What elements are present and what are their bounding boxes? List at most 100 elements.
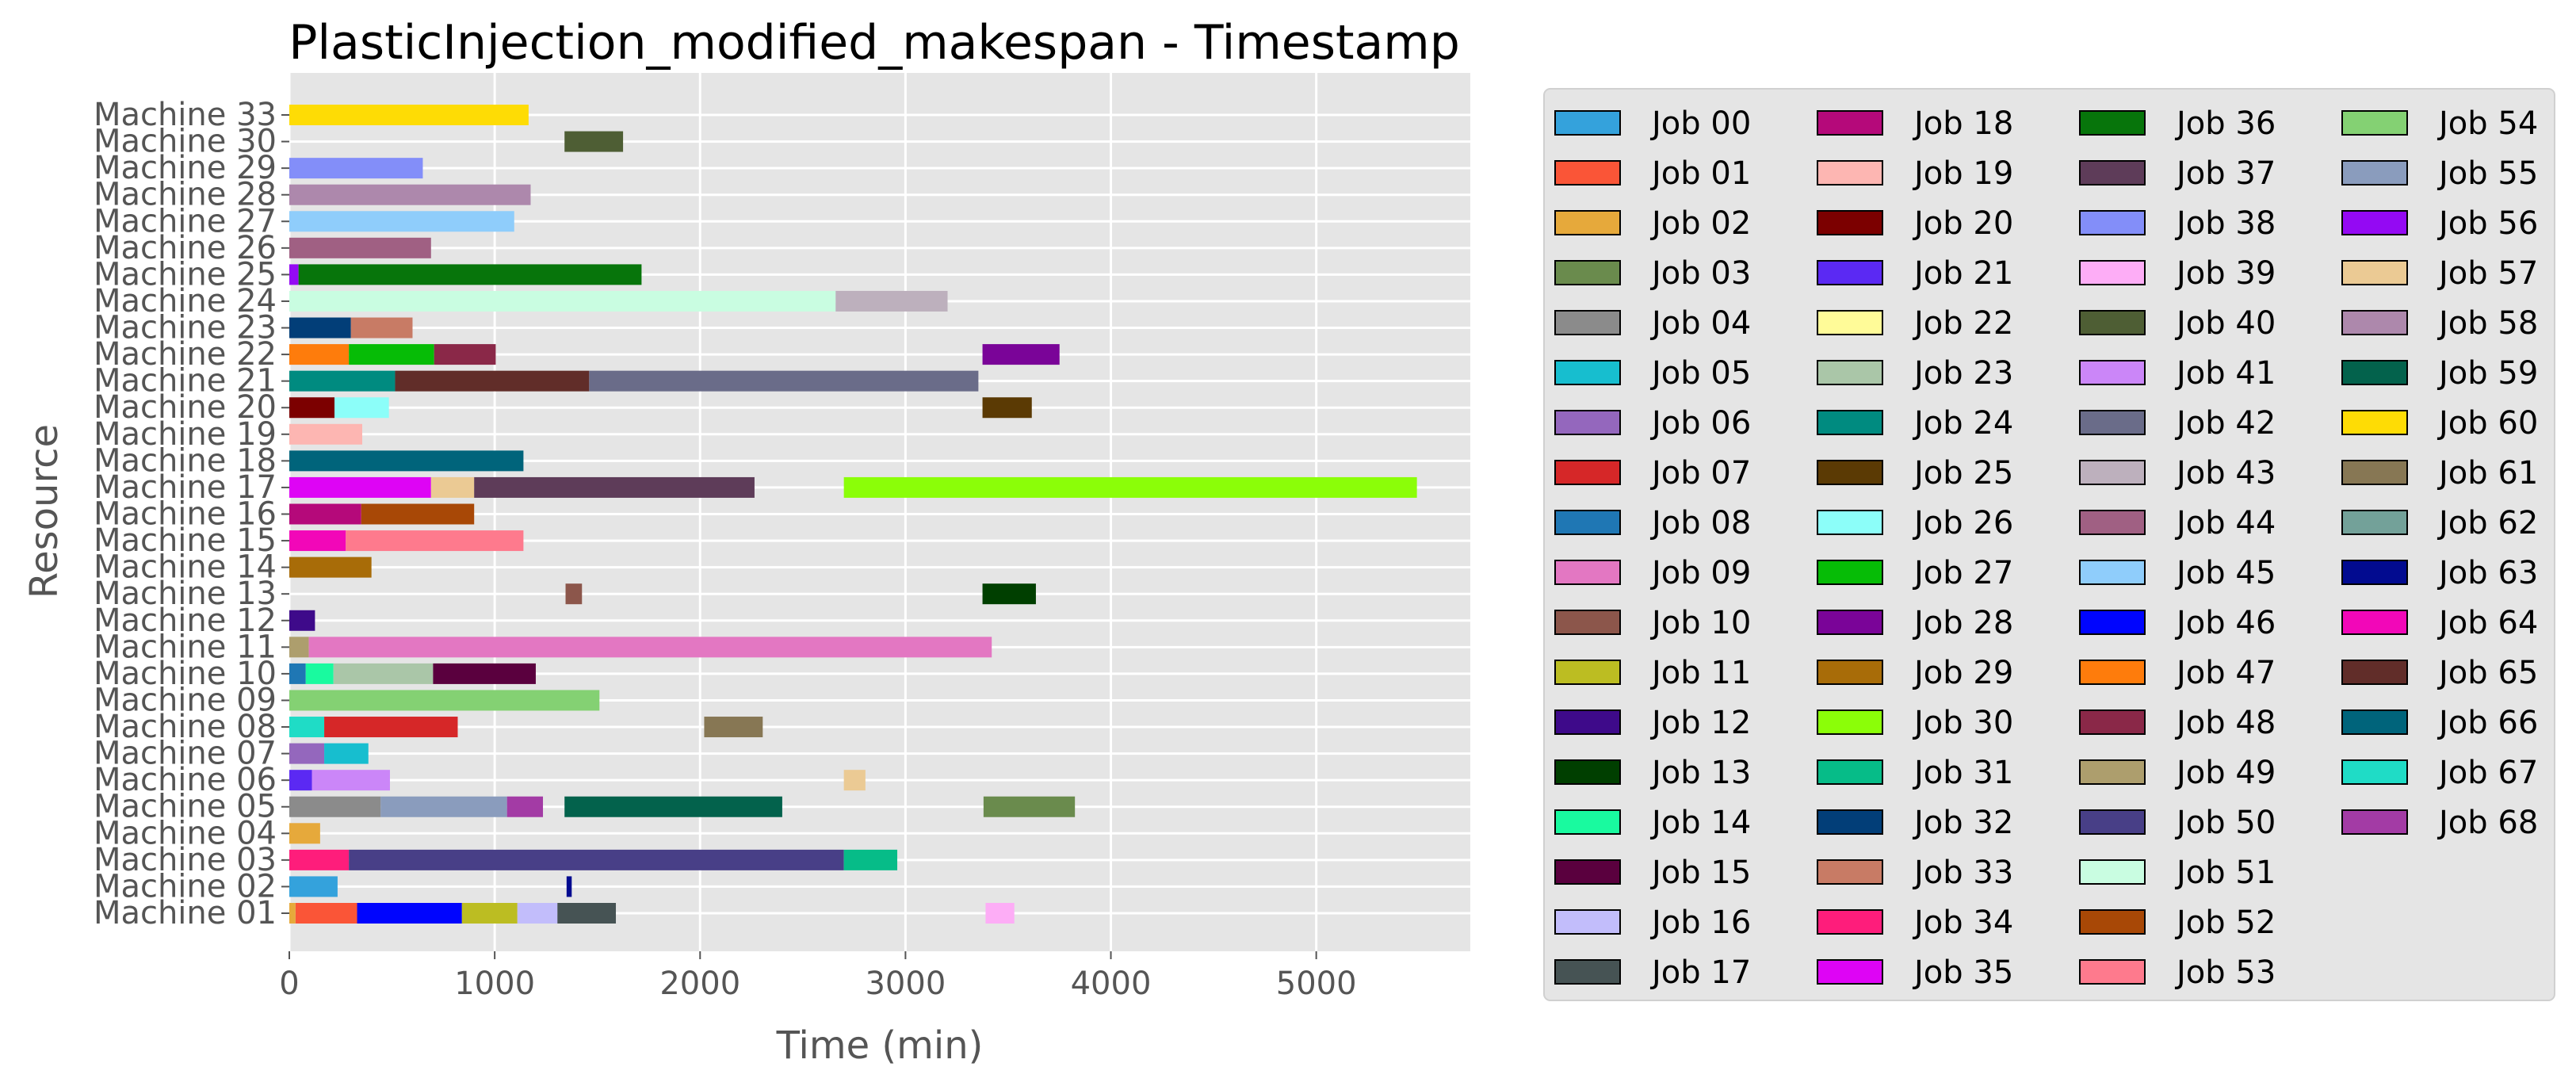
legend-label: Job 09 — [1649, 555, 1751, 591]
task-bar — [982, 583, 1036, 605]
legend-swatch — [2341, 560, 2408, 585]
y-tick-label: Machine 21 — [94, 363, 277, 400]
legend-label: Job 12 — [1649, 705, 1751, 741]
task-bar — [289, 770, 312, 791]
task-bar — [589, 370, 979, 392]
task-bar — [557, 903, 617, 924]
task-bar — [289, 690, 600, 711]
legend-swatch — [2079, 560, 2146, 585]
legend-label: Job 31 — [1912, 755, 2013, 791]
legend-label: Job 27 — [1912, 555, 2013, 591]
task-bar — [395, 370, 590, 392]
legend-swatch — [1554, 759, 1621, 785]
y-tick-label: Machine 33 — [94, 97, 277, 133]
y-tick-label: Machine 05 — [94, 789, 277, 825]
task-bar — [982, 397, 1032, 419]
y-tick-label: Machine 01 — [94, 895, 277, 931]
legend-swatch — [1817, 260, 1883, 285]
legend-label: Job 43 — [2174, 455, 2276, 491]
legend-label: Job 00 — [1649, 105, 1751, 142]
y-tick-label: Machine 07 — [94, 736, 277, 772]
legend-label: Job 59 — [2436, 355, 2538, 392]
x-axis-ticks: 0 1000 2000 3000 4000 5000 — [279, 951, 1357, 1002]
legend-label: Job 29 — [1912, 655, 2013, 691]
legend-swatch — [1554, 260, 1621, 285]
legend-label: Job 22 — [1912, 305, 2013, 342]
legend-label: Job 23 — [1912, 355, 2013, 392]
task-bar — [289, 184, 531, 205]
legend-swatch — [1817, 759, 1883, 785]
legend-swatch — [2079, 610, 2146, 635]
legend-label: Job 63 — [2436, 555, 2538, 591]
legend-swatch — [1554, 709, 1621, 735]
x-tick-label: 3000 — [865, 966, 946, 1002]
task-bar — [289, 796, 381, 817]
legend-label: Job 57 — [2436, 255, 2538, 292]
task-bar — [311, 770, 390, 791]
legend-label: Job 56 — [2436, 205, 2538, 242]
legend-label: Job 11 — [1649, 655, 1751, 691]
legend-swatch — [2079, 410, 2146, 435]
legend-label: Job 66 — [2436, 705, 2538, 741]
legend-swatch — [1817, 210, 1883, 235]
legend: Job 00 Job 01 Job 02 Job 03 Job 04 Job 05 Job … — [1554, 105, 2538, 991]
legend-label: Job 49 — [2174, 755, 2276, 791]
task-bar — [334, 397, 389, 419]
task-bar — [324, 717, 458, 738]
legend-swatch — [1817, 959, 1883, 985]
legend-label: Job 18 — [1912, 105, 2013, 142]
legend-label: Job 07 — [1649, 455, 1751, 491]
y-tick-label: Machine 20 — [94, 389, 277, 426]
task-bar — [983, 796, 1076, 817]
legend-label: Job 36 — [2174, 105, 2276, 142]
task-bar — [564, 796, 782, 817]
legend-swatch — [1554, 360, 1621, 385]
legend-label: Job 39 — [2174, 255, 2276, 292]
legend-label: Job 04 — [1649, 305, 1751, 342]
task-bar — [982, 344, 1060, 365]
task-bar — [433, 663, 536, 684]
task-bar — [289, 903, 296, 924]
task-bar — [346, 530, 524, 552]
task-bar — [843, 849, 898, 870]
legend-swatch — [2341, 610, 2408, 635]
legend-swatch — [2341, 260, 2408, 285]
task-bar — [289, 663, 306, 684]
legend-label: Job 13 — [1649, 755, 1751, 791]
task-bars — [289, 105, 1417, 924]
legend-swatch — [1817, 460, 1883, 485]
legend-swatch — [1554, 110, 1621, 136]
y-tick-label: Machine 26 — [94, 230, 277, 266]
y-tick-label: Machine 22 — [94, 336, 277, 373]
legend-label: Job 46 — [2174, 605, 2276, 641]
legend-swatch — [1817, 160, 1883, 185]
legend-swatch — [2079, 759, 2146, 785]
legend-label: Job 53 — [2174, 954, 2276, 991]
legend-swatch — [2079, 959, 2146, 985]
task-bar — [289, 610, 315, 631]
task-bar — [289, 530, 346, 552]
legend-label: Job 55 — [2436, 155, 2538, 192]
x-tick-label: 0 — [279, 966, 299, 1002]
legend-swatch — [1817, 660, 1883, 685]
legend-swatch — [2341, 160, 2408, 185]
task-bar — [289, 476, 431, 498]
legend-swatch — [1554, 160, 1621, 185]
task-bar — [434, 344, 496, 365]
task-bar — [349, 849, 844, 870]
y-tick-label: Machine 02 — [94, 868, 277, 905]
legend-swatch — [2079, 909, 2146, 935]
legend-label: Job 60 — [2436, 405, 2538, 442]
legend-label: Job 38 — [2174, 205, 2276, 242]
task-bar — [474, 476, 755, 498]
x-tick-label: 5000 — [1276, 966, 1357, 1002]
y-tick-label: Machine 29 — [94, 150, 277, 186]
legend-label: Job 24 — [1912, 405, 2013, 442]
y-tick-label: Machine 25 — [94, 256, 277, 293]
task-bar — [430, 476, 475, 498]
task-bar — [361, 503, 475, 525]
legend-swatch — [1817, 510, 1883, 535]
task-bar — [461, 903, 518, 924]
legend-swatch — [2079, 859, 2146, 885]
